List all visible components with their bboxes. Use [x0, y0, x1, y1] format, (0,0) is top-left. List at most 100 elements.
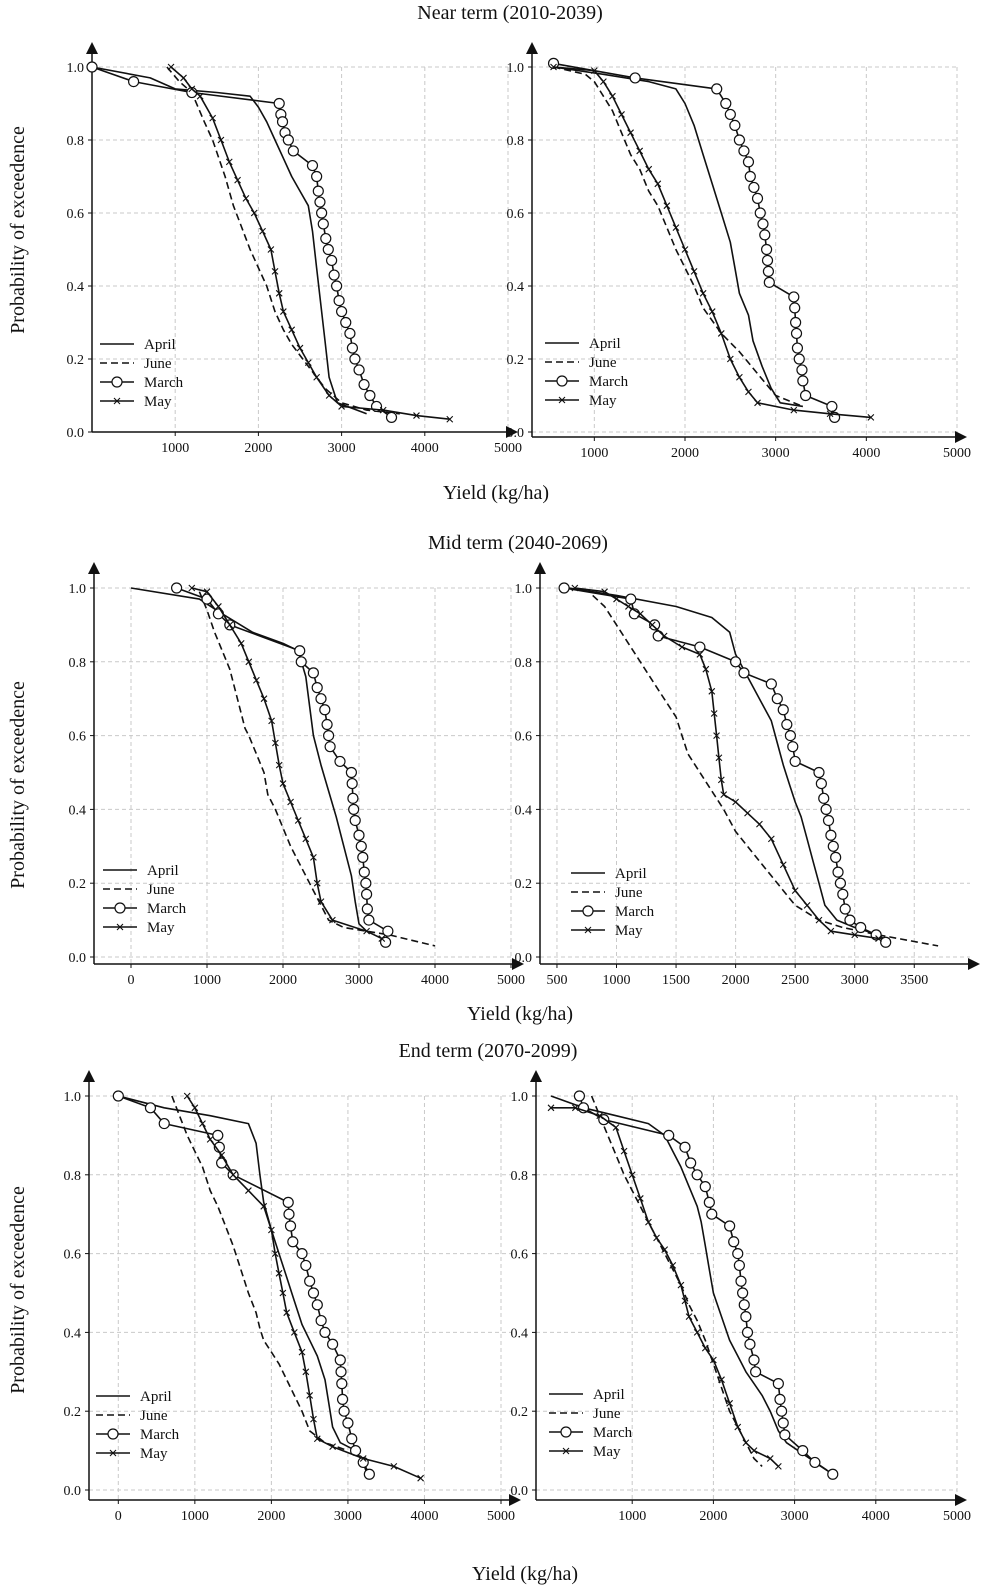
data-point-may: [600, 78, 607, 85]
data-point-may: [271, 268, 279, 275]
data-point-may: [596, 1112, 604, 1120]
data-point-march: [336, 305, 348, 318]
data-point-march: [334, 1354, 346, 1366]
data-point-march: [742, 156, 755, 168]
data-point-march: [757, 218, 769, 230]
legend-marker-march: [111, 376, 123, 388]
data-point-march: [346, 1433, 358, 1445]
x-tick-label: 2000: [269, 973, 297, 988]
data-point-march: [312, 185, 324, 197]
series-june: [171, 1095, 349, 1452]
data-point-may: [218, 1151, 226, 1159]
data-point-march: [777, 1417, 789, 1429]
legend-label-may: May: [140, 1446, 168, 1462]
data-point-may: [304, 359, 312, 367]
data-point-may: [275, 1269, 283, 1277]
data-point-march: [311, 682, 323, 694]
chart-panel-1: 1000 2000 3000 4000 50000.00.20.40.60.81.0Ap…: [67, 42, 522, 456]
data-point-may: [260, 1202, 268, 1210]
data-point-march: [855, 921, 867, 934]
data-point-march: [212, 1129, 224, 1142]
data-point-may: [271, 1250, 279, 1257]
data-point-may: [188, 85, 196, 93]
data-point-march: [338, 1405, 350, 1417]
series-line-june: [166, 66, 400, 415]
data-point-may: [696, 651, 704, 658]
data-point-may: [310, 1415, 317, 1423]
data-point-may: [636, 147, 644, 155]
x-tick-label: 2500: [781, 973, 809, 988]
series-april: [553, 66, 804, 408]
data-point-may: [685, 1313, 693, 1321]
data-point-may: [298, 1348, 306, 1356]
x-axis-arrow: [512, 958, 524, 970]
legend-marker-march: [114, 902, 126, 914]
series-line-march: [91, 66, 392, 419]
series-march: [547, 57, 841, 423]
data-point-march: [573, 1090, 586, 1102]
legend-label-april: April: [147, 863, 179, 879]
data-point-march: [344, 327, 356, 340]
series-april: [568, 587, 889, 943]
data-point-may: [708, 687, 716, 695]
data-point-march: [720, 97, 732, 110]
data-point-may: [648, 621, 656, 629]
data-point-may: [620, 1147, 628, 1155]
y-axis-label-near: Probability of exceedence: [7, 126, 29, 334]
y-tick-label: 1.0: [69, 582, 87, 597]
y-tick-label: 0.0: [507, 426, 525, 441]
data-point-march: [320, 232, 332, 245]
legend-label-june: June: [140, 1408, 168, 1424]
series-line-april: [130, 587, 368, 932]
data-point-may: [715, 754, 723, 762]
row-title-mid: Mid term (2040-2069): [428, 532, 608, 554]
y-tick-label: 0.2: [511, 1405, 529, 1420]
data-point-march: [822, 814, 835, 827]
y-tick-label: 0.4: [515, 803, 533, 818]
data-point-march: [652, 630, 664, 642]
y-tick-label: 1.0: [511, 1090, 529, 1105]
series-line-april: [91, 66, 367, 415]
data-point-may: [613, 595, 620, 603]
y-axis-arrow: [83, 1070, 95, 1082]
data-point-march: [363, 1468, 375, 1480]
data-point-may: [826, 410, 834, 418]
data-point-march: [319, 1326, 331, 1339]
data-point-march: [844, 914, 856, 926]
data-point-may: [253, 676, 260, 684]
data-point-march: [128, 75, 140, 88]
data-point-march: [287, 145, 299, 157]
data-point-may: [767, 835, 775, 843]
data-point-may: [226, 621, 234, 629]
data-point-march: [784, 729, 797, 742]
legend-label-may: May: [147, 920, 175, 936]
y-tick-label: 0.4: [64, 1326, 82, 1341]
x-axis-arrow: [955, 1494, 967, 1506]
series-march: [558, 582, 892, 948]
x-tick-label: 2000: [671, 446, 699, 461]
x-tick-label: 1000: [161, 441, 189, 456]
gridlines: [536, 1095, 958, 1500]
legend-label-april: April: [589, 336, 621, 352]
data-point-may: [774, 1462, 782, 1470]
data-point-march: [741, 1326, 754, 1339]
data-point-may: [217, 136, 225, 144]
data-point-march: [282, 134, 294, 146]
series-line-march: [563, 587, 887, 943]
data-point-march: [772, 1378, 784, 1390]
data-point-march: [336, 1378, 348, 1390]
data-point-may: [267, 1226, 275, 1234]
data-point-march: [762, 265, 775, 277]
data-point-march: [547, 57, 560, 69]
series-june: [166, 66, 400, 415]
legend: April June March May: [103, 863, 187, 936]
data-point-may: [710, 1356, 717, 1364]
data-point-march: [699, 1181, 711, 1193]
data-point-may: [279, 308, 287, 315]
x-axis-labels: Yield (kg/ha) Yield (kg/ha) Yield (kg/ha…: [443, 482, 578, 1585]
data-point-march: [317, 218, 329, 230]
legend-label-june: June: [589, 355, 617, 371]
data-point-march: [324, 741, 336, 753]
x-axis-label-end: Yield (kg/ha): [472, 1563, 578, 1585]
data-point-march: [345, 766, 357, 779]
